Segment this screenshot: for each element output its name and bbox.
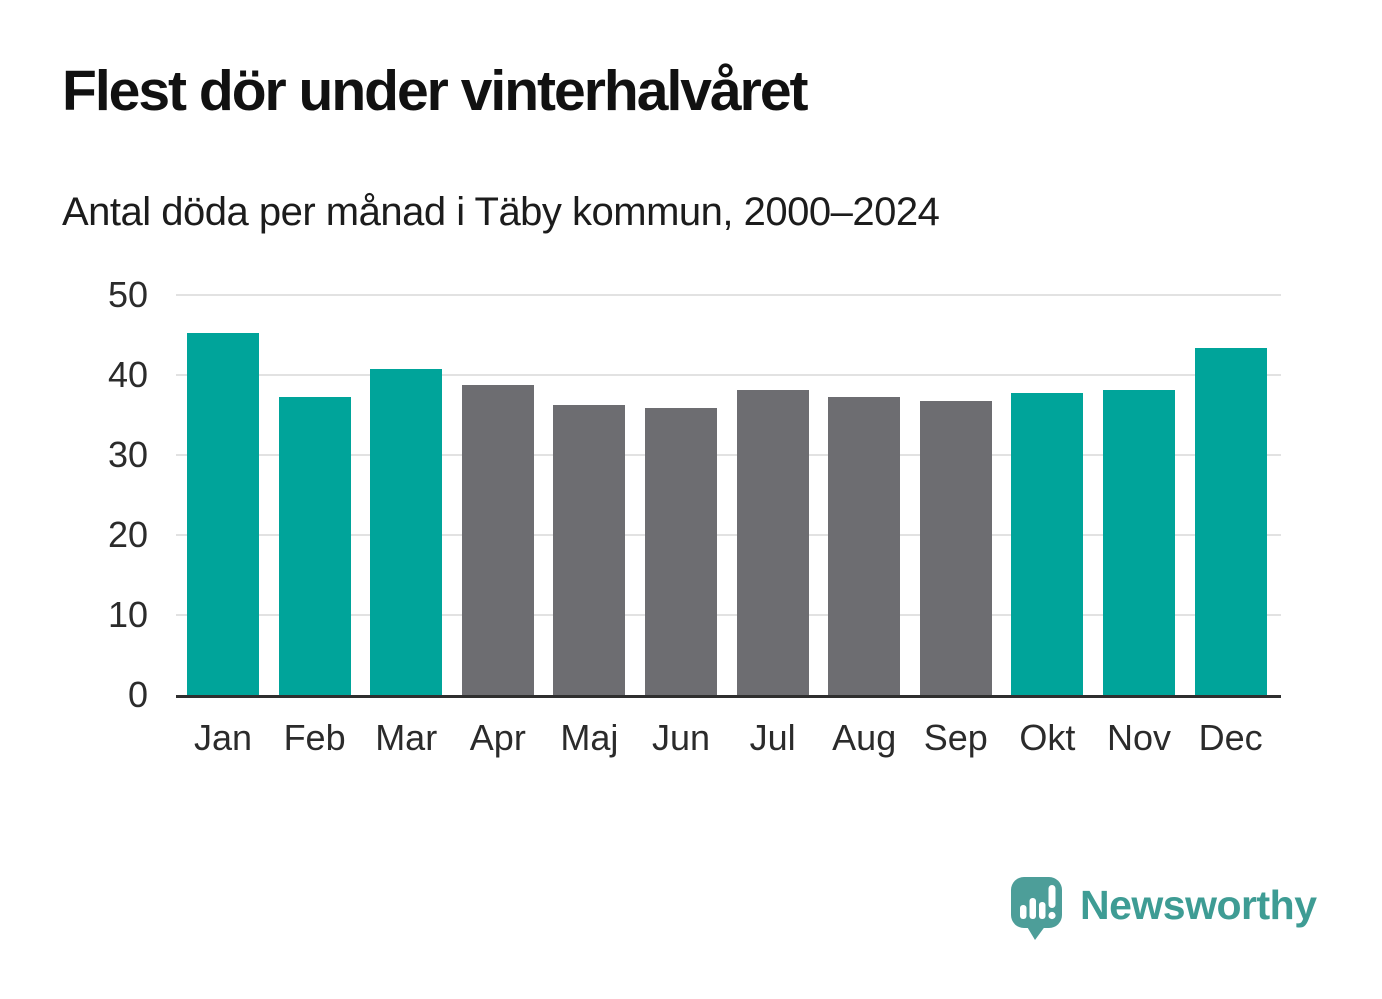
gridline-40 xyxy=(176,374,1281,376)
y-tick-label-10: 10 xyxy=(107,594,148,635)
gridline-30 xyxy=(176,454,1281,456)
x-tick-label-aug: Aug xyxy=(832,717,897,758)
x-tick-label-mar: Mar xyxy=(375,717,438,758)
chart-subtitle: Antal döda per månad i Täby kommun, 2000… xyxy=(62,190,940,234)
y-tick-label-0: 0 xyxy=(127,674,148,715)
bar-jan xyxy=(187,332,259,695)
y-tick-label-20: 20 xyxy=(107,514,148,555)
gridline-10 xyxy=(176,614,1281,616)
bar-dec xyxy=(1194,347,1267,695)
bar-nov xyxy=(1103,390,1175,695)
bar-sep xyxy=(919,400,992,695)
bar-okt xyxy=(1011,393,1084,695)
bar-maj xyxy=(553,404,626,695)
bar-mar xyxy=(370,368,443,695)
newsworthy-logo-icon xyxy=(1011,877,1062,940)
x-tick-label-jun: Jun xyxy=(651,717,711,758)
x-tick-label-sep: Sep xyxy=(923,717,988,758)
gridline-20 xyxy=(176,534,1281,536)
x-tick-label-jan: Jan xyxy=(193,717,253,758)
plot-area xyxy=(176,294,1281,698)
bar-feb xyxy=(278,396,351,695)
y-tick-label-30: 30 xyxy=(107,434,148,475)
bar-apr xyxy=(461,384,534,695)
gridline-50 xyxy=(176,294,1281,296)
x-tick-label-okt: Okt xyxy=(1019,717,1076,758)
x-tick-label-feb: Feb xyxy=(283,717,346,758)
x-tick-label-nov: Nov xyxy=(1106,717,1172,758)
branding: Newsworthy xyxy=(1010,876,1317,942)
x-tick-label-dec: Dec xyxy=(1198,717,1263,758)
bar-jun xyxy=(645,407,717,695)
y-tick-label-40: 40 xyxy=(107,354,148,395)
x-tick-label-jul: Jul xyxy=(749,717,796,758)
newsworthy-logo-text: Newsworthy xyxy=(1080,882,1317,928)
bar-aug xyxy=(828,396,901,695)
y-tick-label-50: 50 xyxy=(107,274,148,315)
x-tick-label-maj: Maj xyxy=(560,717,619,758)
x-tick-label-apr: Apr xyxy=(469,717,526,758)
chart-title: Flest dör under vinterhalvåret xyxy=(62,59,809,123)
bar-jul xyxy=(736,390,809,695)
